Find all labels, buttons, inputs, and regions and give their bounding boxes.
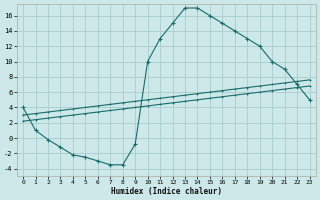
X-axis label: Humidex (Indice chaleur): Humidex (Indice chaleur) — [111, 187, 222, 196]
